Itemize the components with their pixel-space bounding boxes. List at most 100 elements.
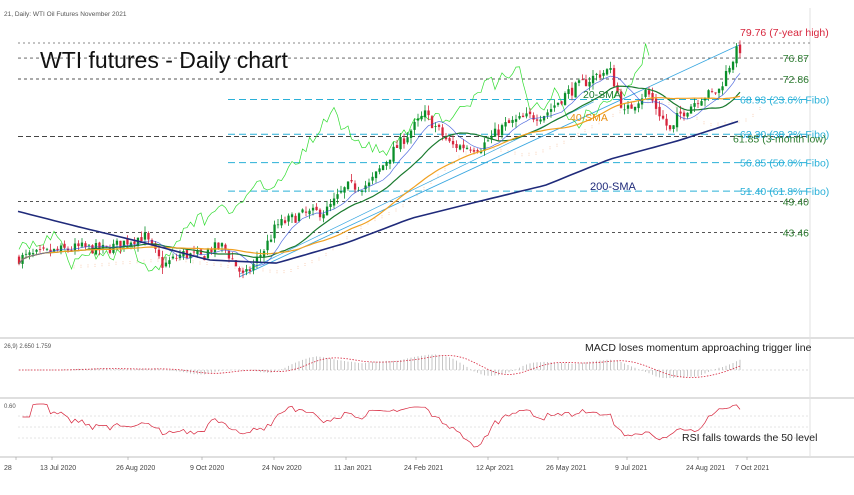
candle-body: [654, 98, 658, 109]
candle-body: [612, 68, 616, 87]
candle-body: [490, 135, 493, 140]
candle-body: [472, 150, 476, 152]
candle-body: [735, 46, 738, 64]
candle-body: [633, 106, 637, 111]
candle-body: [395, 145, 399, 148]
candle-body: [73, 243, 77, 251]
candle-body: [353, 183, 357, 190]
candle-body: [430, 116, 434, 129]
candle-body: [56, 248, 59, 251]
candle-body: [703, 98, 707, 101]
sma40-label: 40-SMA: [570, 112, 608, 124]
candle-body: [315, 206, 318, 211]
candle-body: [70, 250, 73, 251]
candle-body: [665, 118, 668, 126]
candle-body: [63, 243, 66, 248]
candle-body: [297, 213, 301, 222]
candle-body: [738, 44, 742, 54]
candle-body: [301, 209, 304, 213]
x-tick-label: 26 Aug 2020: [116, 465, 155, 472]
candle-body: [388, 159, 392, 164]
candle-body: [399, 137, 402, 150]
candle-body: [332, 198, 336, 206]
candle-body: [273, 224, 276, 239]
candle-body: [192, 251, 196, 253]
candle-body: [164, 262, 168, 267]
candle-body: [213, 242, 217, 253]
candle-body: [682, 112, 686, 117]
candle-body: [437, 124, 441, 127]
x-tick-label: 9 Oct 2020: [190, 465, 224, 472]
x-tick-label: 24 Aug 2021: [686, 465, 725, 472]
candle-body: [217, 242, 220, 249]
candle-body: [451, 141, 455, 145]
candle-body: [35, 249, 38, 252]
candle-body: [469, 149, 472, 151]
candle-body: [637, 103, 640, 109]
level-label: 72.86: [783, 74, 809, 86]
candle-body: [444, 136, 448, 140]
candle-body: [87, 244, 91, 246]
candle-body: [402, 138, 406, 144]
candle-body: [238, 268, 241, 272]
x-tick-label: 9 Jul 2021: [615, 465, 647, 472]
candle-body: [322, 214, 325, 219]
candle-body: [630, 104, 633, 109]
candle-body: [525, 113, 528, 117]
candle-body: [129, 242, 133, 246]
candle-body: [560, 101, 563, 104]
candle-body: [584, 79, 588, 86]
candle-body: [290, 214, 294, 218]
sma20-line: [18, 85, 741, 265]
level-label: 56.85 (50.0% Fibo): [740, 158, 829, 170]
candle-body: [276, 224, 280, 226]
candle-body: [528, 111, 532, 115]
candle-body: [651, 93, 654, 101]
candle-body: [339, 191, 343, 193]
candle-body: [248, 269, 252, 272]
candle-body: [150, 239, 154, 244]
candle-body: [700, 101, 703, 106]
candle-body: [42, 247, 45, 249]
candle-body: [577, 80, 581, 83]
candle-body: [511, 119, 514, 123]
candle-body: [413, 121, 416, 130]
candle-body: [514, 119, 518, 122]
candle-body: [598, 74, 602, 78]
candle-body: [619, 91, 623, 108]
candle-body: [448, 138, 451, 142]
x-tick-label: 12 Apr 2021: [476, 465, 514, 472]
candle-body: [721, 86, 724, 91]
candle-body: [161, 257, 164, 268]
candle-body: [17, 256, 21, 264]
candle-body: [714, 92, 717, 94]
candle-body: [381, 165, 385, 170]
candle-body: [542, 116, 546, 121]
candle-body: [196, 251, 199, 254]
candle-body: [486, 140, 490, 142]
candle-body: [479, 151, 483, 153]
candle-body: [241, 270, 245, 273]
rsi-line: [22, 403, 741, 448]
x-tick-label: 7 Oct 2021: [735, 465, 769, 472]
candle-body: [675, 113, 679, 128]
candle-body: [140, 237, 143, 242]
candle-body: [574, 82, 577, 98]
rsi-panel: [18, 403, 810, 448]
candle-body: [245, 269, 248, 272]
candle-body: [668, 125, 672, 130]
sma20-label: 20-SMA: [583, 89, 621, 101]
candle-body: [605, 69, 609, 75]
level-labels: 79.76 (7-year high) 76.87 72.86 68.93 (23.6…: [733, 27, 829, 240]
candle-body: [679, 111, 682, 114]
candle-body: [570, 87, 574, 96]
candle-body: [171, 256, 175, 259]
candle-body: [507, 120, 511, 123]
candle-body: [696, 103, 700, 105]
candle-body: [374, 171, 378, 179]
candle-body: [581, 79, 584, 81]
candle-body: [423, 110, 427, 118]
candle-body: [623, 109, 626, 111]
candle-body: [304, 211, 308, 213]
candle-body: [283, 220, 287, 223]
